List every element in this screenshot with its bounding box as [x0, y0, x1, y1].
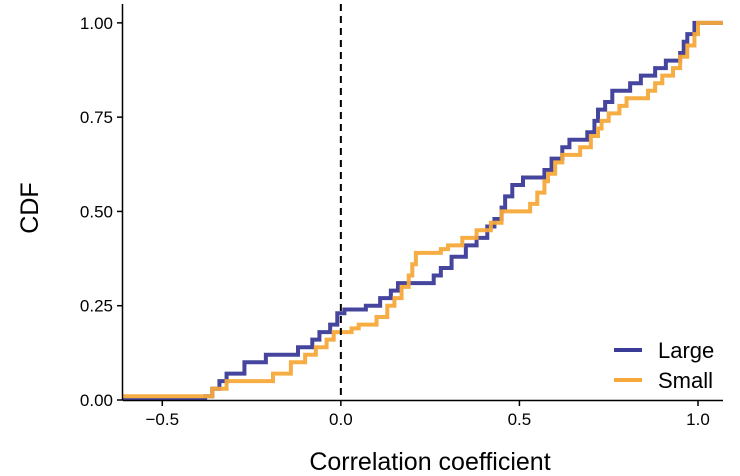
legend: Large Small — [614, 338, 714, 393]
y-tick-label: 0.25 — [80, 297, 113, 316]
x-tick-label: 1.0 — [686, 410, 710, 429]
x-axis-ticks: −0.5 0.0 0.5 1.0 — [146, 400, 710, 429]
series-layer — [123, 20, 723, 400]
y-axis-title: CDF — [16, 182, 44, 233]
legend-label-small: Small — [658, 368, 713, 393]
y-tick-label: 0.50 — [80, 202, 113, 221]
y-tick-label: 1.00 — [80, 14, 113, 33]
x-tick-label: −0.5 — [146, 410, 180, 429]
series-large-line — [123, 20, 723, 400]
x-tick-label: 0.0 — [329, 410, 353, 429]
y-tick-label: 0.75 — [80, 108, 113, 127]
series-small-line — [123, 20, 723, 399]
y-tick-label: 0.00 — [80, 391, 113, 410]
x-tick-label: 0.5 — [508, 410, 532, 429]
legend-label-large: Large — [658, 338, 714, 363]
axes — [121, 4, 723, 402]
x-axis-title: Correlation coefficient — [309, 448, 550, 476]
y-axis-ticks: 0.00 0.25 0.50 0.75 1.00 — [80, 14, 123, 410]
